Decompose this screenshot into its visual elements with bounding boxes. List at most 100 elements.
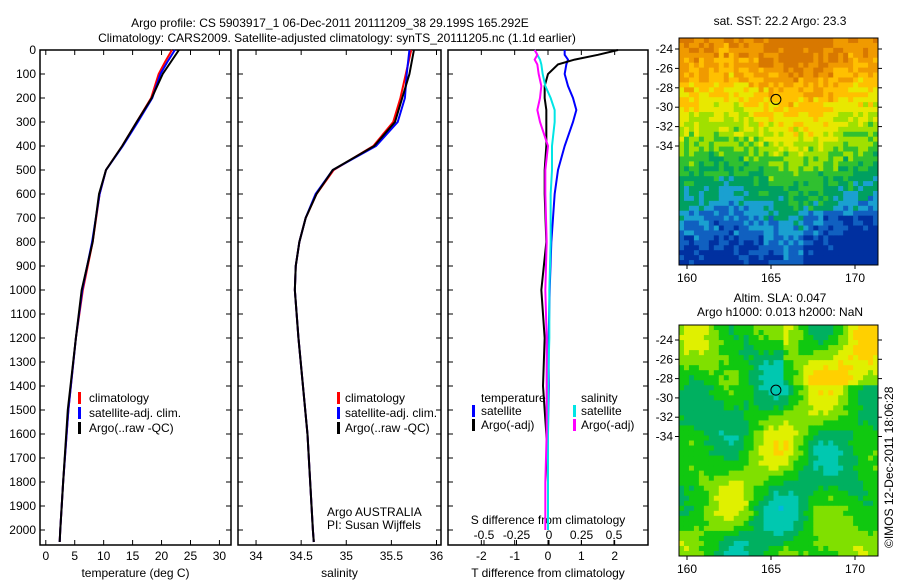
map-cell xyxy=(813,535,819,542)
map-cell xyxy=(723,195,730,202)
map-cell xyxy=(813,500,819,507)
map-cell xyxy=(818,250,824,256)
map-cell xyxy=(718,42,725,49)
map-cell xyxy=(853,525,859,532)
map-cell xyxy=(838,260,844,266)
map-cell xyxy=(763,62,770,69)
map-cell xyxy=(773,360,779,366)
map-cell xyxy=(858,146,864,152)
map-cell xyxy=(788,390,794,396)
map-cell xyxy=(718,485,725,492)
map-cell xyxy=(683,325,690,331)
map-cell xyxy=(868,375,874,381)
map-cell xyxy=(873,485,879,492)
map-cell xyxy=(743,500,750,507)
map-cell xyxy=(873,195,879,202)
map-cell xyxy=(693,240,700,246)
map-cell xyxy=(738,230,745,236)
map-cell xyxy=(718,440,725,447)
map-cell xyxy=(778,151,784,157)
map-cell xyxy=(838,505,844,512)
map-cell xyxy=(873,460,879,467)
map-cell xyxy=(833,205,839,212)
map-cell xyxy=(718,340,725,346)
map-cell xyxy=(838,161,844,167)
map-cell xyxy=(703,370,710,376)
map-cell xyxy=(708,330,715,336)
map-cell xyxy=(688,365,695,371)
map-cell xyxy=(853,146,859,152)
map-cell xyxy=(728,330,735,336)
map-cell xyxy=(803,52,809,59)
map-cell xyxy=(813,186,819,192)
map-cell xyxy=(818,470,824,477)
map-cell xyxy=(698,475,705,482)
map-cell xyxy=(693,380,700,386)
map-cell xyxy=(858,495,864,502)
map-cell xyxy=(853,47,859,54)
map-cell xyxy=(768,136,775,143)
map-cell xyxy=(703,200,710,207)
map-cell xyxy=(873,112,879,118)
map-cell xyxy=(693,335,700,341)
map-cell xyxy=(813,345,819,351)
map-cell xyxy=(788,146,794,152)
x-tick-label: 34 xyxy=(249,549,263,563)
map-cell xyxy=(863,410,869,416)
map-cell xyxy=(868,370,874,376)
map-cell xyxy=(748,181,755,187)
map-cell xyxy=(853,171,859,177)
map-cell xyxy=(723,82,730,88)
map-cell xyxy=(813,375,819,381)
map-cell xyxy=(723,97,730,103)
map-cell xyxy=(843,215,849,222)
map-cell xyxy=(763,141,770,148)
map-cell xyxy=(843,260,849,266)
map-cell xyxy=(858,425,864,431)
map-cell xyxy=(738,510,745,517)
map-cell xyxy=(863,245,869,251)
map-cell xyxy=(798,455,804,462)
map-cell xyxy=(708,445,715,452)
map-cell xyxy=(773,340,779,346)
map-cell xyxy=(828,330,834,336)
map-cell xyxy=(703,38,710,44)
map-cell xyxy=(693,195,700,202)
map-cell xyxy=(728,87,735,93)
map-cell xyxy=(813,171,819,177)
map-cell xyxy=(848,435,854,441)
map-cell xyxy=(838,126,844,133)
map-cell xyxy=(793,510,799,517)
map-cell xyxy=(793,42,799,49)
map-cell xyxy=(873,355,879,361)
map-cell xyxy=(783,240,789,246)
map-cell xyxy=(833,450,839,457)
map-cell xyxy=(723,465,730,472)
map-cell xyxy=(723,405,730,411)
map-cell xyxy=(768,47,775,54)
map-cell xyxy=(843,340,849,346)
map-cell xyxy=(713,380,720,386)
map-cell xyxy=(733,425,740,431)
map-cell xyxy=(818,370,824,376)
map-cell xyxy=(778,220,784,227)
map-cell xyxy=(788,460,794,467)
map-cell xyxy=(753,445,760,452)
map-cell xyxy=(808,445,814,452)
map-cell xyxy=(783,475,789,482)
map-cell xyxy=(833,87,839,93)
map-cell xyxy=(833,340,839,346)
map-cell xyxy=(798,245,804,251)
map-cell xyxy=(723,205,730,212)
map-cell xyxy=(843,250,849,256)
map-cell xyxy=(788,455,794,462)
map-cell xyxy=(758,365,765,371)
map-cell xyxy=(708,161,715,167)
map-cell xyxy=(843,107,849,113)
map-cell xyxy=(813,485,819,492)
map-cell xyxy=(753,465,760,472)
map-cell xyxy=(823,225,829,231)
map-cell xyxy=(853,380,859,386)
map-cell xyxy=(748,345,755,351)
map-cell xyxy=(703,510,710,517)
